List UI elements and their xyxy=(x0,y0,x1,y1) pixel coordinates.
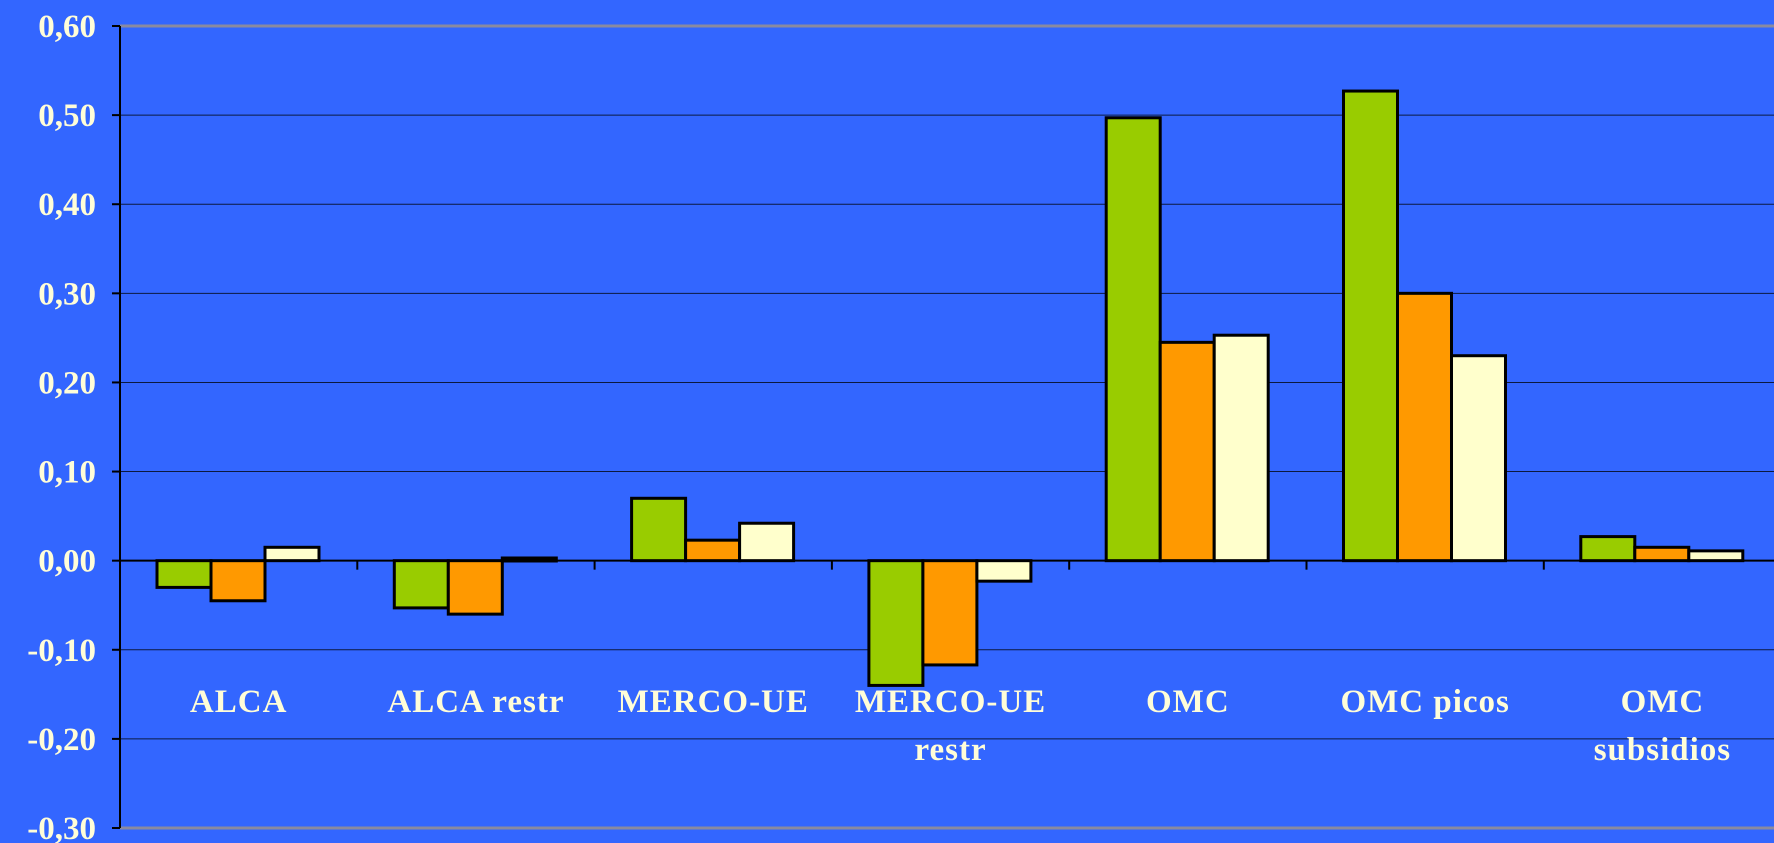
bar-series2-omc-subsidios xyxy=(1633,545,1691,563)
y-tick-label: 0,00 xyxy=(38,544,96,580)
x-category-label: subsidios xyxy=(1594,732,1731,768)
x-category-label: OMC xyxy=(1621,684,1705,720)
bar-series3-alca xyxy=(263,545,321,563)
y-tick-label: 0,40 xyxy=(38,187,96,223)
y-tick-label: -0,10 xyxy=(27,633,96,669)
bar-series2-omc-picos xyxy=(1396,291,1453,563)
bars xyxy=(155,89,1745,687)
x-category-label: ALCA restr xyxy=(387,684,564,720)
bar-series1-omc-picos xyxy=(1342,89,1399,563)
x-category-label: restr xyxy=(914,732,986,768)
bar-series3-omc-subsidios xyxy=(1687,549,1745,563)
bar-series1-merco-ue xyxy=(630,496,688,563)
bar-series3-omc-picos xyxy=(1450,354,1507,563)
bar-series2-alca-restr xyxy=(446,559,504,616)
y-tick-label: -0,30 xyxy=(27,811,96,843)
bar-series2-omc xyxy=(1158,340,1216,563)
y-tick-label: 0,30 xyxy=(38,276,96,312)
bar-series3-omc xyxy=(1212,333,1270,563)
bar-series1-omc-subsidios xyxy=(1579,535,1637,563)
y-tick-label: 0,10 xyxy=(38,455,96,491)
x-category-label: OMC xyxy=(1146,684,1230,720)
bar-series1-omc xyxy=(1104,116,1162,563)
bar-series3-merco-ue-restr xyxy=(975,559,1033,583)
bar-series1-merco-ue-restr xyxy=(867,559,925,687)
x-category-label: MERCO-UE xyxy=(855,684,1046,720)
bar-series1-alca xyxy=(155,559,213,589)
bar-series2-alca xyxy=(209,559,267,603)
y-tick-label: 0,60 xyxy=(38,9,96,45)
x-category-label: OMC picos xyxy=(1340,684,1509,720)
x-category-label: MERCO-UE xyxy=(618,684,809,720)
bar-series1-alca-restr xyxy=(392,559,450,610)
x-axis-category-labels: ALCA ALCA restr MERCO-UE MERCO-UE restr OMC OM… xyxy=(190,684,1731,768)
y-tick-label: -0,20 xyxy=(27,722,96,758)
bar-series2-merco-ue-restr xyxy=(921,559,979,667)
y-axis-tick-labels: 0,60 0,50 0,40 0,30 0,20 0,10 0,00 -0,10 -0,20 -0… xyxy=(27,9,96,843)
y-tick-label: 0,20 xyxy=(38,365,96,401)
bar-series2-merco-ue xyxy=(684,538,742,563)
axes xyxy=(112,24,1774,830)
bar-series3-merco-ue xyxy=(738,521,796,563)
y-tick-label: 0,50 xyxy=(38,98,96,134)
x-category-label: ALCA xyxy=(190,684,288,720)
